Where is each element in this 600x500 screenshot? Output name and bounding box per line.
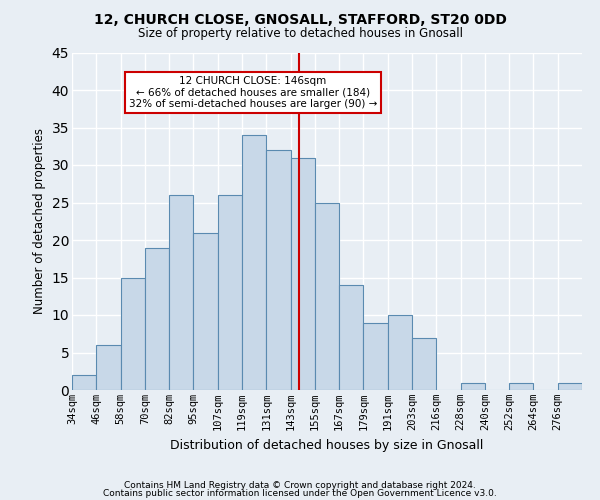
Bar [509, 382, 533, 390]
Bar [242, 135, 266, 390]
Bar [96, 345, 121, 390]
Bar [193, 232, 218, 390]
Bar [266, 150, 290, 390]
Bar [315, 202, 339, 390]
Text: Contains HM Land Registry data © Crown copyright and database right 2024.: Contains HM Land Registry data © Crown c… [124, 481, 476, 490]
Text: 12 CHURCH CLOSE: 146sqm
← 66% of detached houses are smaller (184)
32% of semi-d: 12 CHURCH CLOSE: 146sqm ← 66% of detache… [129, 76, 377, 110]
Text: Size of property relative to detached houses in Gnosall: Size of property relative to detached ho… [137, 28, 463, 40]
Bar [145, 248, 169, 390]
Text: Contains public sector information licensed under the Open Government Licence v3: Contains public sector information licen… [103, 488, 497, 498]
Bar [558, 382, 582, 390]
Bar [412, 338, 436, 390]
Y-axis label: Number of detached properties: Number of detached properties [33, 128, 46, 314]
Text: 12, CHURCH CLOSE, GNOSALL, STAFFORD, ST20 0DD: 12, CHURCH CLOSE, GNOSALL, STAFFORD, ST2… [94, 12, 506, 26]
Bar [364, 322, 388, 390]
Bar [290, 158, 315, 390]
Bar [121, 278, 145, 390]
Bar [72, 375, 96, 390]
X-axis label: Distribution of detached houses by size in Gnosall: Distribution of detached houses by size … [170, 438, 484, 452]
Bar [388, 315, 412, 390]
Bar [339, 285, 364, 390]
Bar [218, 195, 242, 390]
Bar [461, 382, 485, 390]
Bar [169, 195, 193, 390]
